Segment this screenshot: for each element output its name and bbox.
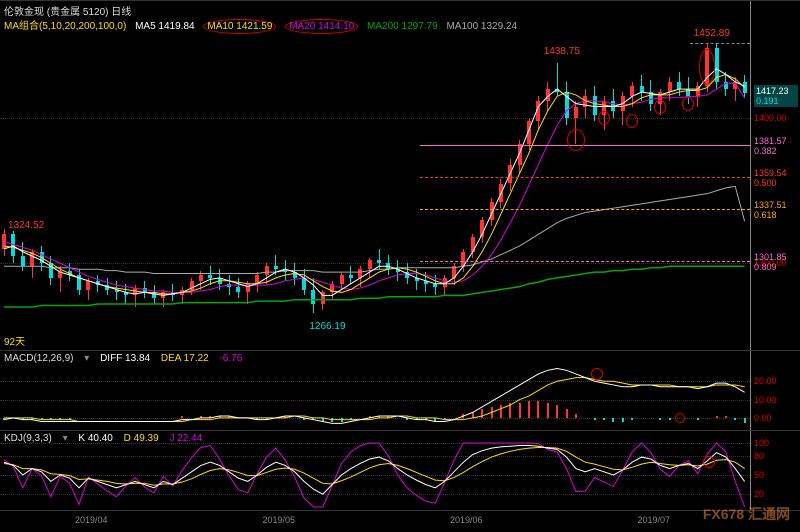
ma200-label: MA200 1297.79 (367, 21, 438, 32)
ma100-label: MA100 1329.24 (446, 21, 517, 32)
macd-dea: DEA 17.22 (161, 353, 209, 364)
price-panel: 伦敦金现 (贵金属 5120) 日线 MA组合(5,10,20,200,100,… (0, 0, 800, 350)
watermark: FX678 汇通网 (703, 504, 790, 524)
kdj-label: KDJ(9,3,3) (4, 433, 52, 444)
macd-hist: -6.76 (219, 353, 242, 364)
kdj-yaxis: 205080100 (750, 431, 800, 510)
macd-expand-icon[interactable]: ▾ (84, 353, 89, 364)
ma20-label: MA20 1414.10 (285, 19, 358, 34)
xaxis: 2019/042019/052019/062019/07 (0, 510, 800, 532)
macd-panel: MACD(12,26,9) ▾ DIFF 13.84 DEA 17.22 -6.… (0, 350, 800, 430)
price-chart-area[interactable]: 1324.521266.191438.751452.8992天 (0, 1, 750, 350)
ma5-label: MA5 1419.84 (135, 21, 195, 32)
chart-container: 伦敦金现 (贵金属 5120) 日线 MA组合(5,10,20,200,100,… (0, 0, 800, 532)
macd-diff: DIFF 13.84 (100, 353, 150, 364)
macd-label: MACD(12,26,9) (4, 353, 73, 364)
kdj-panel: KDJ(9,3,3) ▾ K 40.40 D 49.39 J 22.44 205… (0, 430, 800, 510)
macd-yaxis: 0.0010.0020.00 (750, 351, 800, 430)
kdj-j: J 22.44 (169, 433, 202, 444)
ma-legend: MA组合(5,10,20,200,100,0) MA5 1419.84 MA10… (4, 17, 523, 32)
ma10-label: MA10 1421.59 (203, 19, 276, 34)
kdj-expand-icon[interactable]: ▾ (63, 433, 68, 444)
kdj-d: D 49.39 (124, 433, 159, 444)
kdj-k: K 40.40 (78, 433, 112, 444)
price-yaxis: 1300.001400.001417.230.1911381.570.38213… (750, 1, 800, 350)
ma-combo-label: MA组合(5,10,20,200,100,0) (4, 21, 126, 32)
macd-header: MACD(12,26,9) ▾ DIFF 13.84 DEA 17.22 -6.… (4, 353, 250, 364)
chart-title-bar: 伦敦金现 (贵金属 5120) 日线 (4, 3, 137, 18)
kdj-header: KDJ(9,3,3) ▾ K 40.40 D 49.39 J 22.44 (4, 433, 210, 444)
